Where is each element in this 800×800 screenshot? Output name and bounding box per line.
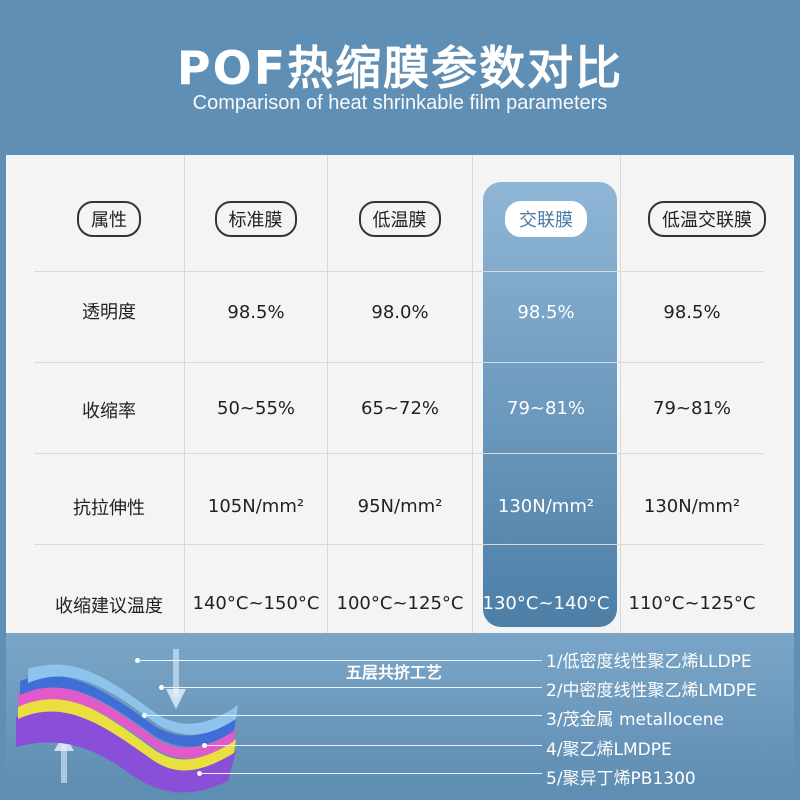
layer-label-5: 5/聚异丁烯PB1300 [546, 769, 696, 789]
table-cell: 98.5% [517, 302, 575, 323]
table-cell: 140°C~150°C [192, 593, 320, 614]
process-title: 五层共挤工艺 [346, 663, 443, 682]
layer-leader-line [138, 660, 542, 661]
table-cell: 50~55% [217, 398, 295, 419]
table-cell: 110°C~125°C [628, 593, 756, 614]
process-panel: 五层共挤工艺 1/低密度线性聚乙烯LLDPE 2/中密度线性聚乙烯LMDPE 3… [6, 633, 794, 795]
row-label-shrink-rate: 收缩率 [82, 401, 136, 422]
header-banner: POF热缩膜参数对比 Comparison of heat shrinkable… [0, 0, 800, 155]
table-cell: 79~81% [507, 398, 585, 419]
header-cell: 属性 [34, 201, 184, 237]
standard-film-header-pill: 标准膜 [214, 201, 297, 237]
layer-label-4: 4/聚乙烯LMDPE [546, 740, 672, 760]
column-divider [327, 155, 328, 633]
table-cell: 98.5% [227, 302, 285, 323]
low-temp-crosslinked-header-pill: 低温交联膜 [648, 201, 766, 237]
table-cell: 130N/mm² [643, 496, 741, 517]
page-subtitle: Comparison of heat shrinkable film param… [192, 92, 608, 114]
table-cell: 98.5% [663, 302, 721, 323]
table-cell: 105N/mm² [207, 496, 305, 517]
low-temp-film-header-pill: 低温膜 [358, 201, 441, 237]
layer-leader-line [162, 687, 542, 688]
layer-label-3: 3/茂金属 metallocene [546, 710, 724, 730]
row-label-tensile: 抗拉伸性 [73, 498, 145, 519]
column-divider [472, 155, 473, 633]
layer-pointer-dot [135, 658, 140, 663]
table-cell: 130°C~140°C [482, 593, 610, 614]
row-label-temperature: 收缩建议温度 [55, 596, 163, 617]
table-cell: 79~81% [653, 398, 731, 419]
layer-pointer-dot [202, 743, 207, 748]
row-label-transparency: 透明度 [82, 302, 136, 323]
layer-leader-line [205, 745, 542, 746]
header-cell: 低温交联膜 [620, 201, 794, 237]
header-cell: 交联膜 [472, 201, 620, 237]
layer-leader-line [145, 715, 542, 716]
layer-label-1: 1/低密度线性聚乙烯LLDPE [546, 652, 752, 672]
layer-pointer-dot [197, 771, 202, 776]
comparison-table: 属性 标准膜 低温膜 交联膜 低温交联膜 透明度 98.5% 98.0% 98.… [6, 155, 794, 633]
table-cell: 100°C~125°C [336, 593, 464, 614]
table-cell: 98.0% [371, 302, 429, 323]
table-cell: 130N/mm² [497, 496, 595, 517]
layer-pointer-dot [142, 713, 147, 718]
row-divider [34, 271, 764, 272]
layer-pointer-dot [159, 685, 164, 690]
row-divider [34, 544, 764, 545]
page-title: POF热缩膜参数对比 [176, 41, 624, 95]
row-divider [34, 453, 764, 454]
header-cell: 标准膜 [184, 201, 327, 237]
row-divider [34, 362, 764, 363]
attribute-header-pill: 属性 [77, 201, 141, 237]
process-section: 五层共挤工艺 1/低密度线性聚乙烯LLDPE 2/中密度线性聚乙烯LMDPE 3… [0, 633, 800, 800]
layer-leader-line [200, 773, 542, 774]
highlight-column-bg [483, 182, 617, 627]
table-cell: 95N/mm² [357, 496, 443, 517]
table-cell: 65~72% [361, 398, 439, 419]
crosslinked-film-header-pill: 交联膜 [505, 201, 587, 237]
header-cell: 低温膜 [327, 201, 472, 237]
column-divider [620, 155, 621, 633]
column-divider [184, 155, 185, 633]
layer-label-2: 2/中密度线性聚乙烯LMDPE [546, 681, 757, 701]
film-layers-illustration [16, 649, 238, 793]
